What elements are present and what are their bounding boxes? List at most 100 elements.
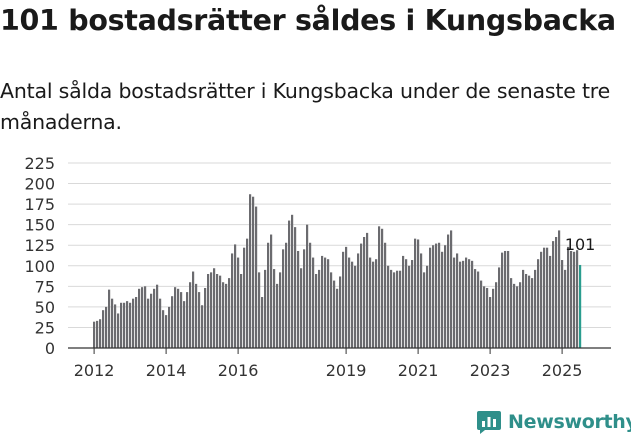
bar [567, 246, 570, 348]
bar [315, 274, 318, 348]
x-tick-label: 2019 [326, 361, 367, 380]
bar [183, 301, 186, 348]
bar [114, 304, 117, 348]
bar [165, 315, 168, 348]
y-tick-label: 200 [24, 175, 55, 194]
bar [513, 283, 516, 348]
bar [516, 286, 519, 348]
bar [162, 310, 165, 348]
bar [369, 257, 372, 348]
bar [372, 261, 375, 348]
bar [507, 250, 510, 348]
bar [306, 224, 309, 348]
bar [126, 301, 129, 348]
bar [327, 259, 330, 348]
bar [462, 260, 465, 348]
y-tick-label: 125 [24, 236, 55, 255]
bar [477, 271, 480, 348]
bar [300, 268, 303, 348]
bar [270, 234, 273, 348]
bar [561, 260, 564, 348]
bar [498, 267, 501, 348]
bar [99, 319, 102, 348]
bar [252, 196, 255, 348]
y-tick-label: 150 [24, 216, 55, 235]
bar [342, 251, 345, 348]
bar [483, 286, 486, 348]
page-title: 101 bostadsrätter såldes i Kungsbacka [0, 4, 616, 37]
bar [321, 255, 324, 348]
bar [435, 243, 438, 348]
bar [189, 282, 192, 348]
bar [132, 298, 135, 348]
bar [432, 245, 435, 348]
bar [243, 247, 246, 348]
bar [255, 206, 258, 348]
bar [570, 250, 573, 348]
bar [480, 280, 483, 348]
bar [453, 257, 456, 348]
bar [450, 230, 453, 348]
bar [180, 292, 183, 348]
bar [264, 269, 267, 348]
bar [129, 302, 132, 348]
bar [387, 265, 390, 348]
bar [171, 296, 174, 348]
bar [441, 251, 444, 348]
bar [360, 243, 363, 348]
bar [408, 265, 411, 348]
bar [525, 274, 528, 348]
bar [120, 302, 123, 348]
bar [273, 269, 276, 348]
bar [354, 265, 357, 348]
y-tick-label: 0 [45, 339, 55, 358]
bar [246, 238, 249, 348]
y-tick-label: 50 [35, 298, 55, 317]
bar [549, 255, 552, 348]
y-tick-label: 225 [24, 154, 55, 173]
bar [216, 274, 219, 348]
x-tick-label: 2014 [146, 361, 187, 380]
bar [96, 320, 99, 348]
bar [465, 257, 468, 348]
bar [210, 272, 213, 348]
brand-name: Newsworthy [508, 411, 631, 433]
bar [108, 289, 111, 348]
bar [522, 269, 525, 348]
bar [576, 250, 579, 348]
bar [153, 288, 156, 348]
bar [303, 249, 306, 348]
bar [105, 306, 108, 348]
bar [573, 251, 576, 348]
bar [471, 260, 474, 348]
bar [357, 253, 360, 348]
bar [417, 239, 420, 348]
bar-chart-logo-icon [477, 411, 501, 434]
bar [402, 255, 405, 348]
bar [411, 260, 414, 348]
bar [504, 250, 507, 348]
bar [174, 287, 177, 348]
bar [201, 305, 204, 348]
bar-latest [579, 264, 582, 348]
bar [510, 278, 513, 348]
bar [231, 253, 234, 348]
bar [309, 242, 312, 348]
bar [135, 297, 138, 348]
bar [351, 261, 354, 348]
bar [459, 261, 462, 348]
bar [405, 259, 408, 348]
bar [546, 247, 549, 348]
bar [537, 259, 540, 348]
bar [489, 297, 492, 348]
bar [399, 270, 402, 348]
x-tick-label: 2021 [398, 361, 439, 380]
bar [534, 269, 537, 348]
y-tick-label: 75 [35, 277, 55, 296]
page-subtitle: Antal sålda bostadsrätter i Kungsbacka u… [0, 79, 610, 134]
bar [447, 234, 450, 348]
bar [531, 278, 534, 348]
bar [195, 283, 198, 348]
bar [543, 247, 546, 348]
